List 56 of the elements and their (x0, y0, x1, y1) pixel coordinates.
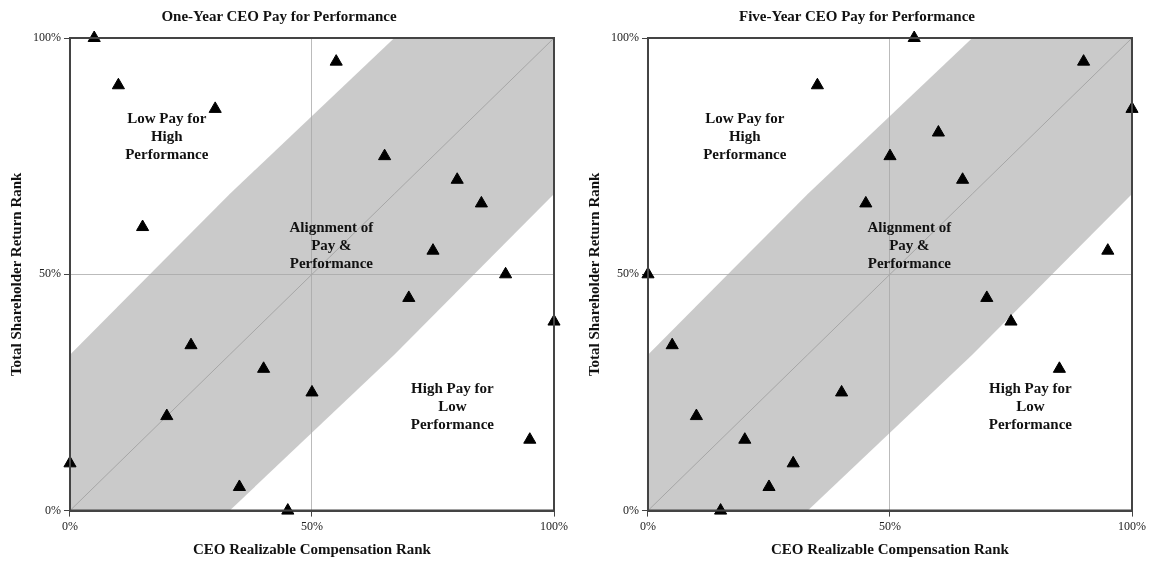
point (859, 195, 873, 208)
chart-title: Five-Year CEO Pay for Performance (738, 7, 976, 24)
x-tick-label: 100% (540, 518, 568, 533)
point (1052, 361, 1066, 373)
point (305, 384, 319, 397)
x-axis-title: CEO Realizable Compensation Rank (771, 540, 1010, 557)
annotation: Low Pay for High Performance (125, 110, 209, 163)
x-tick-label: 0% (640, 518, 656, 533)
point (738, 432, 752, 444)
x-tick-label: 50% (301, 518, 323, 533)
point (835, 384, 849, 397)
point (1101, 243, 1115, 255)
y-tick-label: 50% (617, 266, 639, 281)
chart-title: One-Year CEO Pay for Performance (161, 7, 397, 24)
y-tick-label: 50% (39, 266, 61, 281)
point (980, 290, 994, 302)
point (1004, 314, 1018, 326)
y-axis-title: Total Shareholder Return Rank (585, 171, 602, 377)
y-axis-title: Total Shareholder Return Rank (7, 171, 24, 377)
point (956, 172, 970, 184)
point (665, 337, 679, 350)
annotation: Alignment of Pay & Performance (289, 218, 375, 271)
y-tick-label: 0% (623, 502, 639, 517)
annotation: High Pay for Low Performance (410, 379, 495, 432)
point (883, 148, 897, 161)
point (450, 172, 464, 184)
y-tick-label: 0% (45, 502, 61, 517)
point (329, 54, 343, 66)
point (136, 219, 150, 232)
annotation: Low Pay for High Performance (703, 110, 787, 163)
annotation: High Pay for Low Performance (988, 379, 1073, 432)
point (689, 408, 703, 421)
point (111, 77, 125, 90)
x-tick-label: 0% (62, 518, 78, 533)
annotation: Alignment of Pay & Performance (867, 218, 953, 271)
point (426, 243, 440, 255)
point (257, 361, 271, 373)
point (474, 195, 488, 208)
point (762, 479, 776, 491)
point (208, 101, 222, 113)
y-tick-label: 100% (611, 30, 639, 45)
point (378, 148, 392, 161)
x-tick-label: 100% (1118, 518, 1146, 533)
x-tick-label: 50% (879, 518, 901, 533)
point (184, 337, 198, 350)
x-axis-title: CEO Realizable Compensation Rank (193, 540, 432, 557)
point (232, 479, 246, 491)
point (810, 77, 824, 90)
point (160, 408, 174, 421)
point (786, 455, 800, 468)
point (1077, 54, 1091, 66)
point (402, 290, 416, 302)
point (523, 432, 537, 444)
point (931, 125, 945, 137)
point (499, 266, 513, 279)
y-tick-label: 100% (33, 30, 61, 45)
